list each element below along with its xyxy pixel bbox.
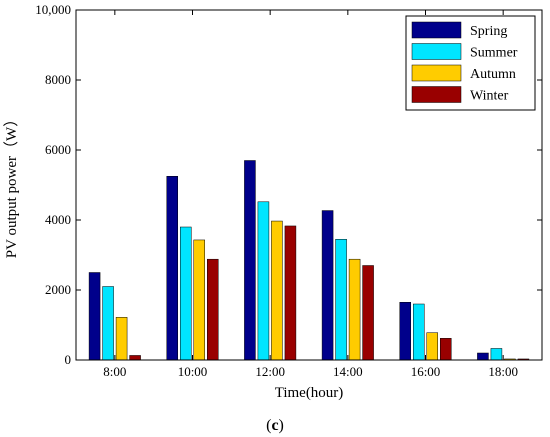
y-tick-label: 0: [65, 352, 72, 367]
legend-label-autumn: Autumn: [470, 67, 516, 82]
caption-open-paren: (: [266, 417, 271, 434]
y-tick-label: 4000: [45, 212, 71, 227]
bar-summer: [180, 226, 192, 361]
bar-autumn: [115, 317, 128, 361]
x-tick-label: 14:00: [333, 364, 363, 379]
x-axis: 8:00 10:00 12:00 14:00 16:00 18:00: [103, 10, 518, 379]
bar-spring: [477, 352, 489, 361]
y-tick-label: 2000: [45, 282, 71, 297]
bar-autumn: [193, 239, 205, 361]
legend-label-spring: Spring: [470, 24, 507, 39]
bar-spring: [321, 210, 334, 361]
plot-frame: [75, 9, 543, 361]
caption-letter: c: [271, 417, 278, 434]
bar-summer: [102, 286, 114, 361]
x-tick-label: 12:00: [255, 364, 285, 379]
bar-autumn: [426, 332, 438, 361]
y-tick-label: 10,000: [35, 2, 71, 17]
legend-label-summer: Summer: [470, 46, 518, 61]
caption-close-paren: ): [279, 417, 284, 434]
bar-winter: [440, 338, 452, 361]
y-tick-label: 6000: [45, 142, 71, 157]
y-tick-label: 8000: [45, 72, 71, 87]
x-tick-label: 10:00: [178, 364, 208, 379]
legend-swatch-autumn: [411, 64, 462, 82]
legend-swatch-summer: [411, 43, 462, 60]
bar-summer: [257, 201, 270, 361]
legend-swatch-winter: [411, 86, 462, 103]
y-axis: 0 2000 4000 6000 8000 10,000: [35, 2, 542, 367]
bar-winter: [129, 355, 141, 361]
x-tick-label: 16:00: [411, 364, 441, 379]
bar-winter: [207, 258, 219, 361]
bar-autumn: [348, 258, 361, 361]
legend-label-winter: Winter: [470, 89, 509, 104]
bar-summer: [335, 239, 347, 361]
x-axis-title: Time(hour): [275, 385, 344, 401]
x-tick-label: 8:00: [103, 364, 126, 379]
bar-spring: [88, 272, 101, 361]
figure-caption: (c): [266, 417, 284, 434]
y-axis-title: PV output power（W）: [3, 112, 20, 258]
bar-winter: [362, 265, 374, 361]
legend: Spring Summer Autumn Winter: [405, 15, 536, 111]
bar-autumn: [271, 220, 283, 361]
bar-spring: [166, 176, 178, 361]
x-tick-label: 18:00: [488, 364, 518, 379]
bar-summer: [413, 303, 425, 361]
legend-swatch-spring: [411, 21, 462, 39]
bar-spring: [399, 302, 411, 361]
bar-winter: [284, 225, 297, 361]
bar-summer: [490, 348, 503, 361]
bar-spring: [244, 160, 256, 361]
